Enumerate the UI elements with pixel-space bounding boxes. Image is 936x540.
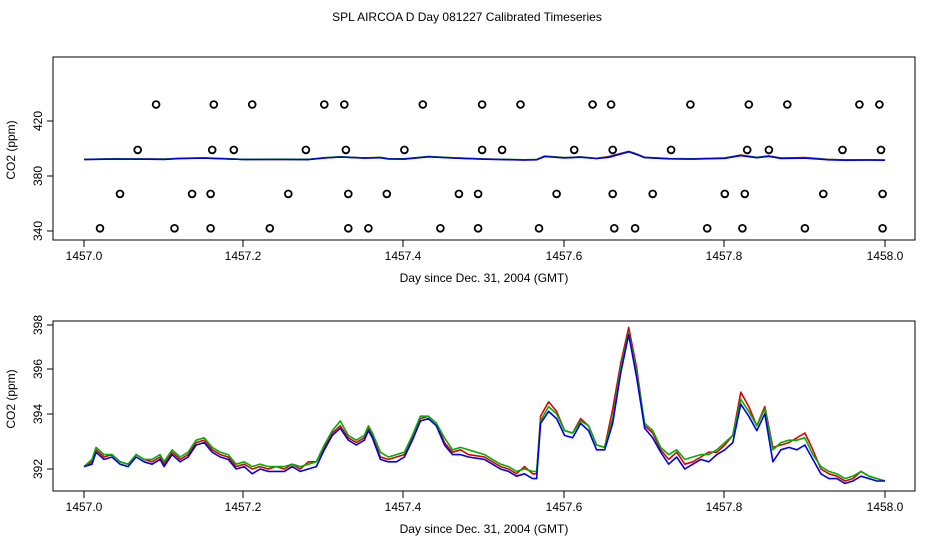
top-scatter-point	[341, 145, 351, 155]
top-scatter-point	[206, 224, 215, 233]
top-panel: Day since Dec. 31, 2004 (GMT) CO2 (ppm) …	[4, 56, 916, 285]
bottom-series-blue	[83, 333, 885, 485]
top-scatter-point	[229, 145, 239, 155]
top-scatter-point	[875, 100, 884, 109]
top-scatter-point	[516, 100, 525, 109]
top-scatter-point	[343, 189, 353, 199]
bottom-y-tick-label: 396	[31, 359, 45, 379]
top-y-tick-label: 340	[31, 221, 45, 241]
top-scatter-point	[742, 145, 752, 155]
bottom-panel: Day since Dec. 31, 2004 (GMT) CO2 (ppm) …	[4, 315, 916, 536]
top-scatter-point	[702, 224, 712, 233]
top-scatter-point	[418, 100, 428, 109]
bottom-y-tick-label: 392	[31, 459, 45, 479]
top-scatter-point	[738, 224, 747, 233]
top-scatter-point	[588, 100, 597, 109]
top-scatter-point	[206, 189, 215, 199]
top-y-axis-label: CO2 (ppm)	[4, 120, 18, 179]
top-x-tick-label: 1457.0	[66, 249, 103, 263]
top-scatter-point	[630, 224, 640, 233]
top-scatter-point	[666, 145, 676, 155]
bottom-x-tick-label: 1457.0	[66, 500, 103, 514]
top-scatter-point	[364, 224, 373, 233]
bottom-y-axis-label: CO2 (ppm)	[4, 369, 18, 428]
top-scatter-point	[686, 100, 695, 109]
top-scatter-point	[552, 189, 561, 199]
top-scatter-point	[838, 145, 847, 155]
bottom-x-tick-label: 1457.6	[546, 500, 583, 514]
top-plot-frame	[52, 56, 916, 241]
top-scatter-point	[187, 189, 197, 199]
top-scatter-point	[720, 189, 730, 199]
top-y-tick-label: 420	[31, 111, 45, 131]
top-x-axis-label: Day since Dec. 31, 2004 (GMT)	[400, 271, 569, 285]
chart-title: SPL AIRCOA D Day 081227 Calibrated Times…	[332, 10, 602, 24]
top-scatter-point	[609, 224, 619, 233]
top-series-blue	[83, 151, 886, 161]
bottom-series-green	[83, 331, 886, 482]
top-scatter-point	[648, 189, 657, 199]
top-scatter-point	[207, 145, 217, 155]
top-scatter-point	[569, 145, 579, 155]
top-scatter-point	[855, 100, 864, 109]
top-scatter-point	[133, 145, 143, 155]
top-scatter-point	[319, 100, 329, 109]
top-scatter-point	[800, 224, 810, 233]
top-scatter-point	[283, 189, 293, 199]
top-scatter-point	[301, 145, 311, 155]
top-scatter-point	[878, 189, 887, 199]
top-scatter-point	[782, 100, 792, 109]
top-scatter-point	[115, 189, 125, 199]
top-scatter-point	[744, 100, 754, 109]
bottom-data-layer	[83, 326, 886, 485]
bottom-x-axis-label: Day since Dec. 31, 2004 (GMT)	[400, 522, 569, 536]
top-scatter-point	[473, 224, 483, 233]
top-scatter-point	[606, 100, 616, 109]
bottom-x-tick-label: 1458.0	[867, 500, 904, 514]
top-scatter-point	[497, 145, 507, 155]
top-scatter-point	[477, 145, 487, 155]
bottom-plot-frame	[52, 320, 916, 492]
bottom-series-red	[83, 326, 886, 482]
top-y-tick-label: 380	[31, 166, 45, 186]
top-scatter-point	[436, 224, 445, 233]
top-scatter-point	[151, 100, 161, 109]
top-scatter-point	[608, 189, 617, 199]
top-scatter-point	[247, 100, 257, 109]
top-scatter-point	[265, 224, 275, 233]
top-scatter-point	[339, 100, 349, 109]
top-scatter-point	[170, 224, 179, 233]
top-scatter-point	[608, 145, 617, 155]
bottom-y-tick-label: 394	[31, 404, 45, 424]
top-scatter-point	[740, 189, 750, 199]
top-scatter-point	[878, 224, 887, 233]
top-scatter-point	[209, 100, 219, 109]
top-scatter-point	[343, 224, 353, 233]
top-x-tick-label: 1457.6	[546, 249, 583, 263]
top-x-tick-label: 1457.4	[385, 249, 422, 263]
top-x-tick-label: 1457.8	[706, 249, 743, 263]
top-scatter-point	[473, 189, 483, 199]
top-scatter-point	[477, 100, 487, 109]
top-x-tick-label: 1457.2	[225, 249, 262, 263]
bottom-x-tick-label: 1457.8	[706, 500, 743, 514]
top-x-tick-label: 1458.0	[867, 249, 904, 263]
bottom-x-tick-label: 1457.2	[225, 500, 262, 514]
bottom-x-tick-label: 1457.4	[385, 500, 422, 514]
top-data-layer	[83, 100, 887, 233]
top-scatter-point	[382, 189, 392, 199]
top-scatter-point	[534, 224, 544, 233]
top-scatter-point	[764, 145, 774, 155]
bottom-y-tick-label: 398	[31, 315, 45, 335]
top-scatter-point	[95, 224, 105, 233]
top-scatter-point	[876, 145, 886, 155]
top-scatter-point	[400, 145, 409, 155]
top-scatter-point	[454, 189, 464, 199]
top-scatter-point	[818, 189, 828, 199]
